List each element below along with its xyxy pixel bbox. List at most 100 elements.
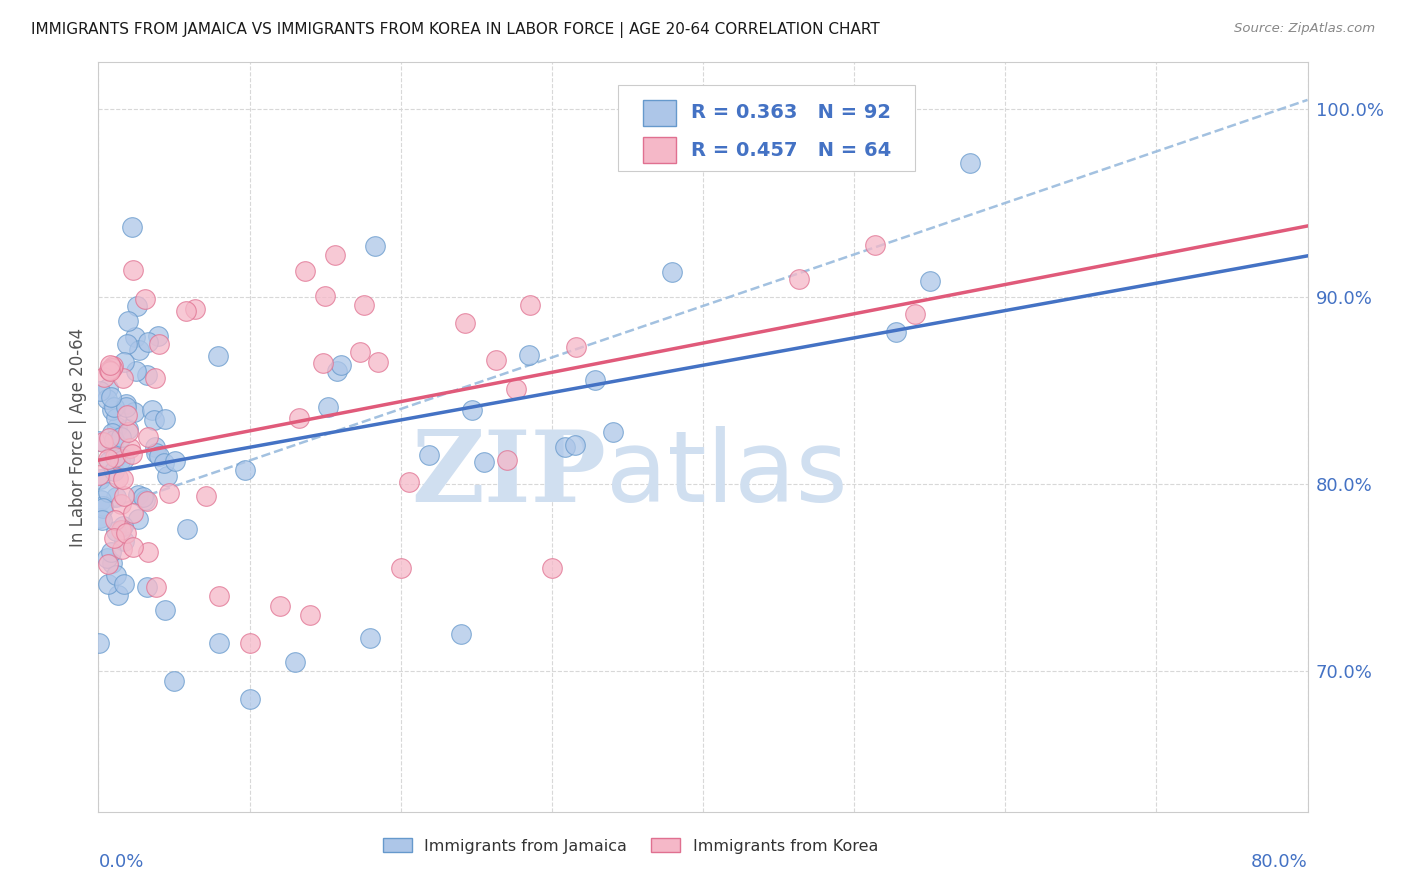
- Point: [239, 636, 262, 650]
- Point: [517, 348, 540, 362]
- Text: ZIP: ZIP: [412, 426, 606, 523]
- Point: [142, 413, 165, 427]
- Point: [299, 607, 322, 622]
- Point: [505, 382, 527, 396]
- Point: [97, 557, 120, 571]
- Point: [284, 655, 307, 669]
- Point: [583, 373, 606, 387]
- Point: [157, 486, 180, 500]
- Legend: Immigrants from Jamaica, Immigrants from Korea: Immigrants from Jamaica, Immigrants from…: [377, 831, 884, 860]
- Point: [112, 355, 135, 369]
- Point: [156, 469, 179, 483]
- Text: R = 0.457   N = 64: R = 0.457 N = 64: [690, 141, 891, 160]
- Point: [112, 451, 135, 466]
- Point: [349, 344, 371, 359]
- Point: [233, 463, 256, 477]
- Point: [104, 450, 127, 464]
- Point: [98, 364, 121, 378]
- FancyBboxPatch shape: [643, 137, 676, 163]
- Point: [121, 447, 143, 461]
- Text: Source: ZipAtlas.com: Source: ZipAtlas.com: [1234, 22, 1375, 36]
- Point: [124, 363, 146, 377]
- Point: [114, 526, 136, 541]
- Point: [114, 533, 136, 548]
- Point: [103, 464, 125, 478]
- Point: [96, 550, 118, 565]
- Point: [207, 349, 229, 363]
- Point: [100, 361, 122, 376]
- Point: [124, 405, 146, 419]
- Point: [269, 599, 291, 613]
- Point: [111, 371, 134, 385]
- Point: [485, 353, 508, 368]
- Point: [918, 274, 941, 288]
- Point: [105, 490, 128, 504]
- Point: [112, 472, 135, 486]
- Point: [312, 356, 335, 370]
- Point: [564, 340, 586, 354]
- Point: [519, 298, 541, 312]
- Point: [153, 603, 176, 617]
- Point: [367, 355, 389, 369]
- Point: [96, 485, 118, 500]
- Point: [101, 426, 124, 441]
- Point: [148, 450, 170, 464]
- Point: [127, 299, 149, 313]
- Point: [176, 522, 198, 536]
- Point: [314, 289, 336, 303]
- Point: [326, 364, 349, 378]
- Point: [110, 430, 132, 444]
- FancyBboxPatch shape: [643, 100, 676, 126]
- Point: [239, 692, 262, 706]
- Point: [112, 576, 135, 591]
- Point: [360, 631, 382, 645]
- Point: [97, 431, 120, 445]
- Text: atlas: atlas: [606, 426, 848, 523]
- Point: [145, 580, 167, 594]
- Point: [208, 589, 231, 603]
- Point: [145, 445, 167, 459]
- Text: IMMIGRANTS FROM JAMAICA VS IMMIGRANTS FROM KOREA IN LABOR FORCE | AGE 20-64 CORR: IMMIGRANTS FROM JAMAICA VS IMMIGRANTS FR…: [31, 22, 880, 38]
- Point: [110, 454, 132, 468]
- Point: [89, 384, 111, 399]
- Point: [152, 456, 174, 470]
- Point: [90, 493, 112, 508]
- Point: [90, 513, 112, 527]
- Point: [105, 524, 128, 539]
- Point: [104, 567, 127, 582]
- Point: [325, 248, 347, 262]
- Point: [398, 475, 420, 489]
- Point: [389, 561, 412, 575]
- Point: [93, 500, 115, 514]
- Point: [540, 561, 562, 575]
- Point: [122, 506, 145, 520]
- Point: [114, 397, 136, 411]
- Point: [100, 545, 122, 559]
- Point: [329, 358, 352, 372]
- Point: [294, 264, 316, 278]
- Point: [103, 400, 125, 414]
- Point: [554, 441, 576, 455]
- Point: [110, 497, 132, 511]
- Point: [112, 489, 135, 503]
- Point: [93, 370, 115, 384]
- Point: [136, 494, 159, 508]
- Point: [472, 455, 495, 469]
- Point: [121, 262, 143, 277]
- Point: [884, 326, 907, 340]
- Point: [97, 452, 120, 467]
- Point: [136, 368, 159, 382]
- Point: [904, 307, 927, 321]
- Y-axis label: In Labor Force | Age 20-64: In Labor Force | Age 20-64: [69, 327, 87, 547]
- Point: [117, 422, 139, 436]
- Point: [661, 265, 683, 279]
- Point: [959, 156, 981, 170]
- Point: [136, 334, 159, 349]
- Point: [184, 301, 207, 316]
- Point: [122, 541, 145, 555]
- Point: [111, 542, 134, 557]
- Point: [107, 448, 129, 462]
- Point: [316, 400, 339, 414]
- Text: 80.0%: 80.0%: [1251, 853, 1308, 871]
- Point: [96, 392, 118, 407]
